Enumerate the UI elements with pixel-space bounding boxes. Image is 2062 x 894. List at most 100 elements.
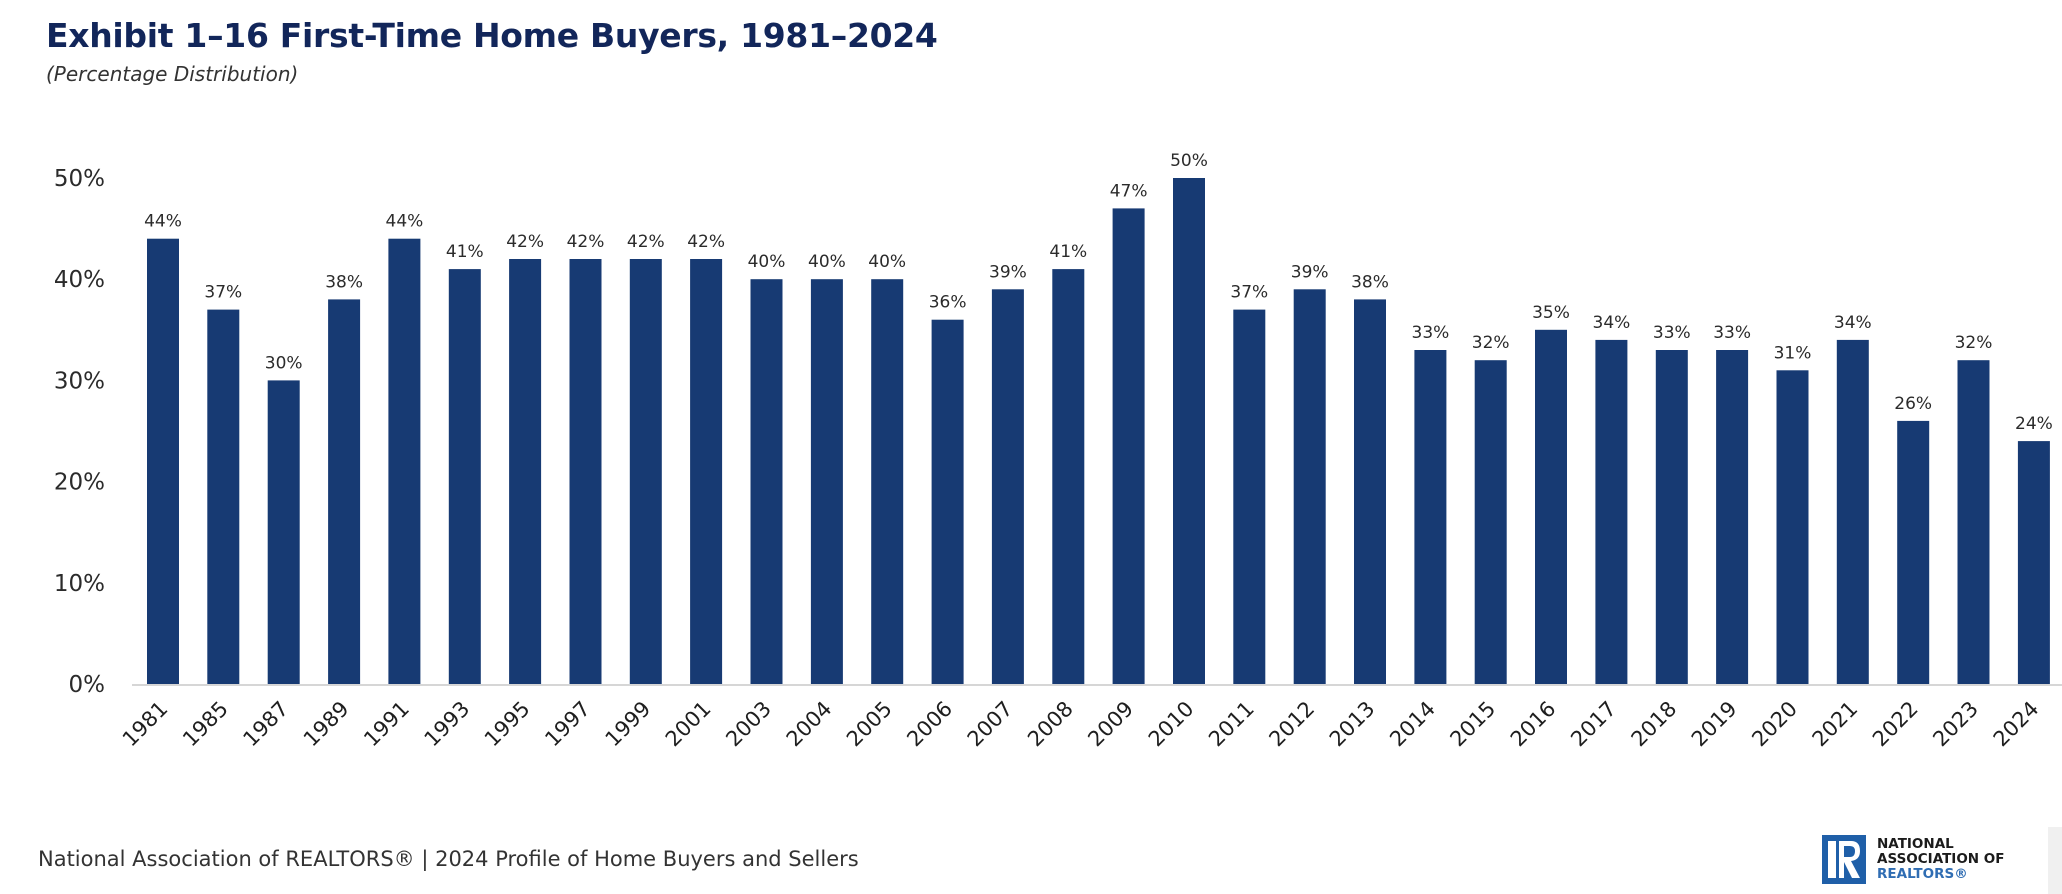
x-tick-label: 2016 bbox=[1506, 697, 1561, 752]
bar-chart: 0% 10% 20% 30% 40% 50% 44% 37% 30% 38% 44% 41% 42% 4… bbox=[54, 151, 2062, 752]
data-label: 44% bbox=[386, 212, 424, 232]
bar-2023 bbox=[1957, 360, 1990, 684]
bar-2004 bbox=[810, 279, 843, 684]
x-tick-label: 1985 bbox=[178, 697, 233, 752]
data-label: 34% bbox=[1834, 313, 1872, 333]
bar-1985 bbox=[207, 309, 240, 684]
data-labels: 44% 37% 30% 38% 44% 41% 42% 42% 42% 42% 40% 40% 40% 3… bbox=[144, 151, 2053, 434]
x-tick-label: 1995 bbox=[480, 697, 535, 752]
x-tick-label: 2003 bbox=[721, 697, 776, 752]
data-label: 30% bbox=[265, 353, 303, 373]
data-label: 34% bbox=[1593, 313, 1631, 333]
bar-2011 bbox=[1233, 309, 1266, 684]
x-tick-label: 2022 bbox=[1868, 697, 1923, 752]
x-tick-label: 2004 bbox=[782, 697, 837, 752]
data-label: 31% bbox=[1774, 343, 1812, 363]
x-tick-label: 2019 bbox=[1687, 697, 1742, 752]
logo-line-1: NATIONAL bbox=[1877, 836, 1954, 852]
x-tick-label: 1997 bbox=[540, 697, 595, 752]
data-label: 26% bbox=[1894, 394, 1932, 414]
bar-2022 bbox=[1897, 420, 1930, 684]
data-label: 40% bbox=[868, 252, 906, 272]
bar-2007 bbox=[991, 289, 1024, 684]
bar-2021 bbox=[1836, 339, 1869, 684]
data-label: 42% bbox=[627, 232, 665, 252]
bar-2006 bbox=[931, 319, 964, 684]
bar-1999 bbox=[629, 259, 662, 684]
data-label: 44% bbox=[144, 212, 182, 232]
data-label: 41% bbox=[446, 242, 484, 262]
bar-1995 bbox=[509, 259, 542, 684]
bar-2009 bbox=[1112, 208, 1145, 684]
bars bbox=[147, 178, 2050, 684]
x-tick-label: 2015 bbox=[1445, 697, 1500, 752]
x-tick-label: 2012 bbox=[1264, 697, 1319, 752]
chart-subtitle: (Percentage Distribution) bbox=[46, 62, 299, 86]
bar-2017 bbox=[1595, 339, 1628, 684]
bar-2019 bbox=[1716, 350, 1749, 684]
x-tick-label: 2006 bbox=[902, 697, 957, 752]
x-tick-label: 2020 bbox=[1747, 697, 1802, 752]
nar-logo: NATIONAL ASSOCIATION OF REALTORS® bbox=[1822, 835, 2005, 884]
x-tick-label: 2001 bbox=[661, 697, 716, 752]
x-tick-label: 2024 bbox=[1989, 697, 2044, 752]
x-tick-label: 2013 bbox=[1325, 697, 1380, 752]
data-label: 50% bbox=[1170, 151, 1208, 171]
bar-2024 bbox=[2017, 441, 2050, 684]
x-tick-label: 2009 bbox=[1083, 697, 1138, 752]
logo-line-2: ASSOCIATION OF bbox=[1877, 851, 2005, 867]
bar-1991 bbox=[388, 238, 421, 684]
data-label: 33% bbox=[1713, 323, 1751, 343]
data-label: 40% bbox=[808, 252, 846, 272]
bar-2016 bbox=[1535, 329, 1567, 684]
data-label: 33% bbox=[1653, 323, 1691, 343]
data-label: 42% bbox=[687, 232, 725, 252]
data-label: 39% bbox=[989, 262, 1027, 282]
bar-2015 bbox=[1474, 360, 1507, 684]
y-tick-label: 20% bbox=[54, 470, 105, 496]
x-tick-label: 2021 bbox=[1808, 697, 1863, 752]
data-label: 40% bbox=[748, 252, 786, 272]
data-label: 38% bbox=[325, 272, 363, 292]
realtor-r-logo-icon bbox=[1822, 835, 1866, 884]
bar-2018 bbox=[1655, 350, 1688, 684]
logo-wordmark: NATIONAL ASSOCIATION OF REALTORS® bbox=[1877, 837, 2005, 882]
x-tick-label: 2007 bbox=[963, 697, 1018, 752]
bar-1993 bbox=[448, 269, 481, 684]
bar-2014 bbox=[1414, 350, 1447, 684]
data-label: 36% bbox=[929, 293, 967, 313]
y-tick-label: 0% bbox=[69, 672, 106, 698]
bar-2013 bbox=[1354, 299, 1386, 684]
x-tick-label: 1991 bbox=[359, 697, 414, 752]
y-tick-label: 30% bbox=[54, 368, 105, 394]
bar-2020 bbox=[1776, 370, 1809, 684]
bar-1981 bbox=[147, 238, 179, 684]
x-tick-label: 1999 bbox=[601, 697, 656, 752]
bar-2010 bbox=[1173, 178, 1205, 684]
bar-2005 bbox=[871, 279, 904, 684]
x-tick-label: 2014 bbox=[1385, 697, 1440, 752]
bar-2008 bbox=[1052, 269, 1085, 684]
edge-panel bbox=[2048, 827, 2062, 894]
y-tick-label: 10% bbox=[54, 571, 105, 597]
data-label: 42% bbox=[567, 232, 605, 252]
x-tick-label: 2005 bbox=[842, 697, 897, 752]
bar-1987 bbox=[267, 380, 300, 684]
x-tick-label: 2018 bbox=[1627, 697, 1682, 752]
bar-2012 bbox=[1293, 289, 1326, 684]
y-tick-label: 50% bbox=[54, 166, 105, 192]
x-tick-label: 1981 bbox=[118, 697, 173, 752]
footer-source: National Association of REALTORS® | 2024… bbox=[38, 847, 859, 871]
data-label: 35% bbox=[1532, 303, 1570, 323]
x-tick-label: 2010 bbox=[1144, 697, 1199, 752]
data-label: 41% bbox=[1049, 242, 1087, 262]
x-tick-label: 2011 bbox=[1204, 697, 1259, 752]
data-label: 38% bbox=[1351, 272, 1389, 292]
data-label: 39% bbox=[1291, 262, 1329, 282]
bar-2003 bbox=[750, 279, 783, 684]
data-label: 32% bbox=[1955, 333, 1993, 353]
data-label: 37% bbox=[1230, 283, 1268, 303]
chart-title: Exhibit 1–16 First-Time Home Buyers, 198… bbox=[46, 16, 938, 55]
data-label: 37% bbox=[204, 283, 242, 303]
x-tick-label: 1989 bbox=[299, 697, 354, 752]
